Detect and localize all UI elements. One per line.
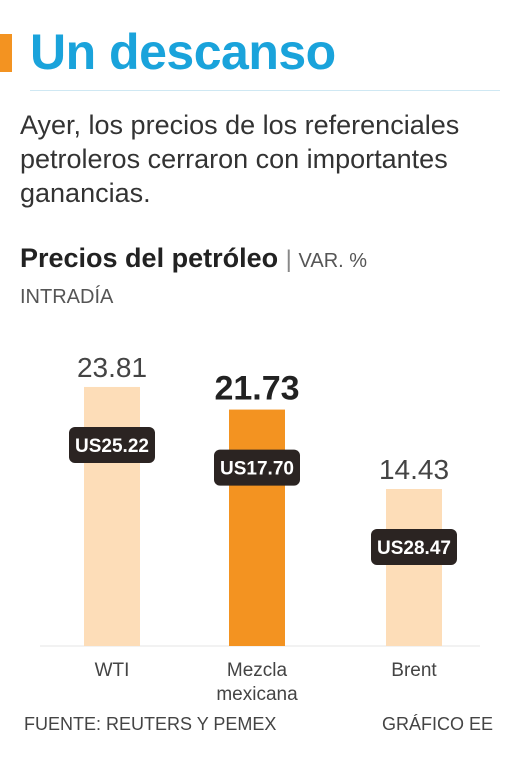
bar-value-label: 21.73 — [214, 370, 299, 408]
bar-value-label: 14.43 — [379, 454, 449, 485]
category-label: Mezcla mexicana — [216, 660, 298, 705]
bar-2 — [229, 409, 285, 646]
price-tag-label: US25.22 — [75, 436, 149, 457]
category-label: WTI — [95, 660, 130, 681]
graphic-credit: GRÁFICO EE — [381, 714, 493, 734]
price-tag-label: US17.70 — [220, 459, 294, 480]
price-tag — [214, 449, 300, 486]
source-note: FUENTE: REUTERS Y PEMEX — [24, 714, 277, 734]
headline: Un descanso — [30, 24, 336, 80]
category-label: Brent — [391, 660, 437, 681]
price-tag — [371, 529, 457, 566]
headline-divider — [30, 90, 500, 91]
bar-1 — [84, 386, 140, 646]
title-separator: | — [285, 246, 299, 273]
deck-text: Ayer, los precios de los referenciales p… — [20, 110, 460, 208]
bar-value-label: 23.81 — [77, 352, 147, 383]
chart-title-block: Precios del petróleo | VAR. % — [20, 240, 500, 279]
chart-subtitle: INTRADÍA — [20, 286, 114, 308]
price-tag-label: US28.47 — [377, 538, 451, 559]
bar-3 — [386, 489, 442, 646]
chart-unit-label: VAR. % — [298, 250, 368, 272]
bar-chart: 23.81 US25.22 WTI 21.73 US17.70 Mezcla mexican… — [40, 352, 480, 705]
chart-title: Precios del petróleo — [20, 243, 279, 273]
price-tag — [69, 426, 155, 463]
accent-bar — [0, 34, 12, 72]
